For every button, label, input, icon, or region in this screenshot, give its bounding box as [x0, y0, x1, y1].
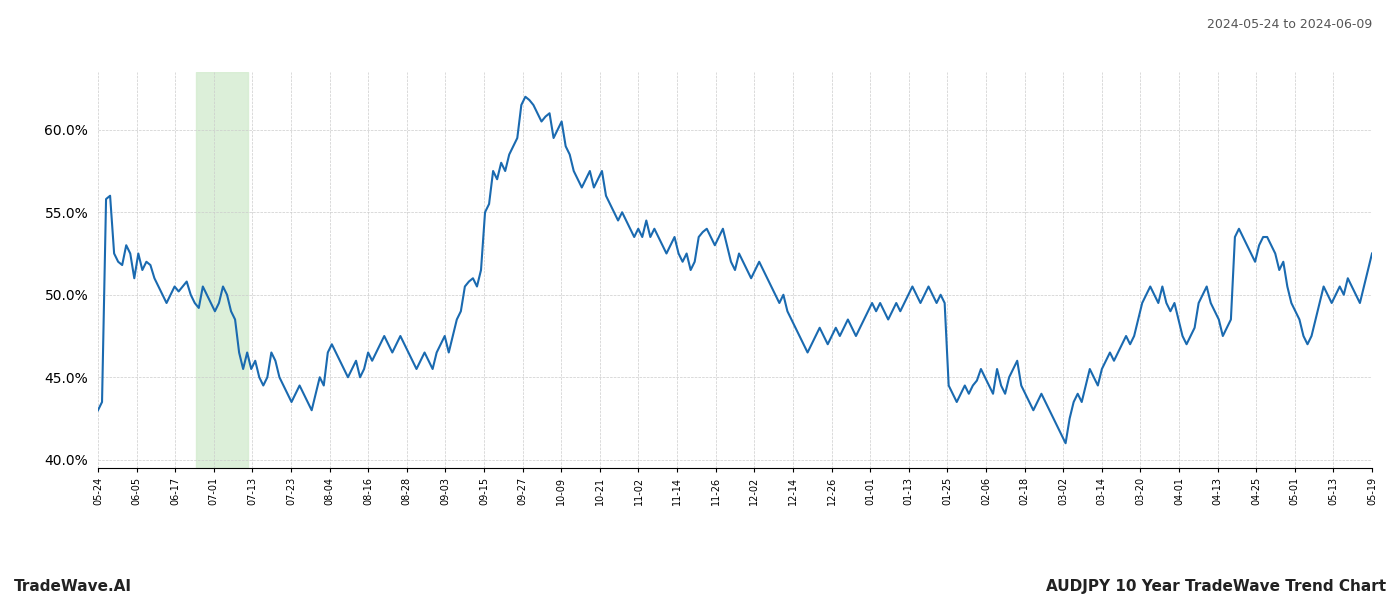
- Text: 2024-05-24 to 2024-06-09: 2024-05-24 to 2024-06-09: [1207, 18, 1372, 31]
- Text: TradeWave.AI: TradeWave.AI: [14, 579, 132, 594]
- Text: AUDJPY 10 Year TradeWave Trend Chart: AUDJPY 10 Year TradeWave Trend Chart: [1046, 579, 1386, 594]
- Bar: [196, 72, 248, 468]
